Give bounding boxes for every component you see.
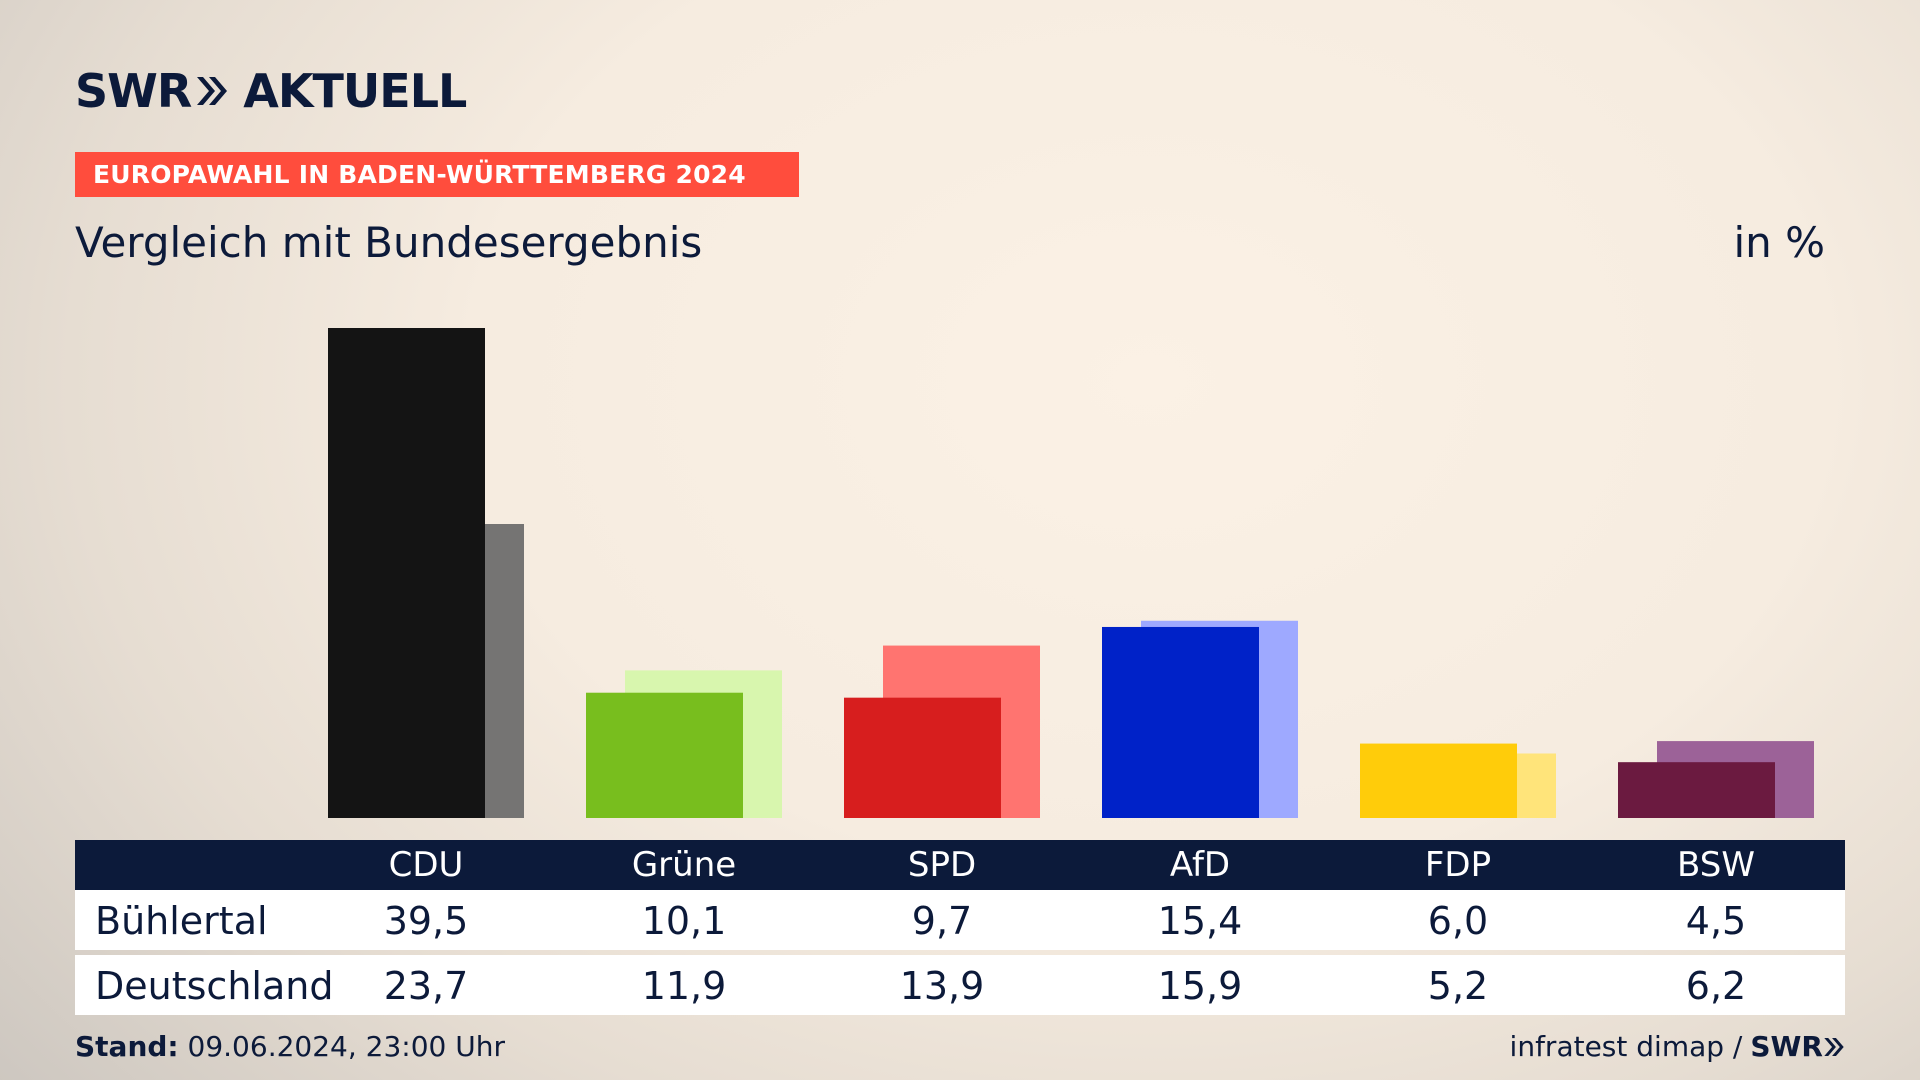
party-header-afd: AfD: [1169, 845, 1231, 885]
footer-swr-text: SWR: [1750, 1030, 1823, 1063]
value-cell: 6,2: [1685, 964, 1747, 1008]
swr-aktuell-logo: SWR AKTUELL: [75, 64, 467, 118]
bar-buehlertal-spd: [844, 697, 1001, 818]
logo-text-swr: SWR: [75, 64, 192, 118]
table-body: Bühlertal 39,5 10,1 9,7 15,4 6,0 4,5 Deutschlan…: [75, 890, 1845, 1015]
bar-buehlertal-afd: [1102, 626, 1259, 818]
footer-swr-logo: SWR: [1750, 1030, 1845, 1063]
value-cell: 4,5: [1685, 899, 1747, 943]
chart-subtitle: Vergleich mit Bundesergebnis: [75, 218, 703, 267]
bar-buehlertal-bsw: [1618, 762, 1775, 818]
source-text: infratest dimap /: [1509, 1030, 1743, 1063]
value-cell: 15,4: [1157, 899, 1243, 943]
value-cell: 9,7: [911, 899, 973, 943]
party-header-bsw: BSW: [1677, 845, 1755, 885]
value-cell: 39,5: [383, 899, 469, 943]
table-row: Bühlertal 39,5 10,1 9,7 15,4 6,0 4,5: [75, 890, 1845, 950]
bar-buehlertal-fdp: [1360, 743, 1517, 818]
row-label: Bühlertal: [95, 899, 268, 943]
double-chevron-icon: [195, 74, 229, 108]
logo-text-aktuell: AKTUELL: [243, 64, 467, 118]
value-cell: 23,7: [383, 964, 469, 1008]
results-table: CDU Grüne SPD AfD FDP BSW Bühlertal 39,5 10,1 9,…: [75, 840, 1845, 1015]
value-cell: 15,9: [1157, 964, 1243, 1008]
timestamp: Stand: 09.06.2024, 23:00 Uhr: [75, 1030, 505, 1063]
stand-value: 09.06.2024, 23:00 Uhr: [187, 1030, 505, 1063]
value-cell: 6,0: [1427, 899, 1489, 943]
value-cell: 13,9: [899, 964, 985, 1008]
value-cell: 5,2: [1427, 964, 1489, 1008]
bar-buehlertal-cdu: [328, 328, 485, 818]
source-credit: infratest dimap / SWR: [1510, 1030, 1845, 1063]
party-header-fdp: FDP: [1424, 845, 1492, 885]
bar-chart: [328, 328, 1814, 818]
stand-label: Stand:: [75, 1030, 179, 1063]
value-cell: 10,1: [641, 899, 727, 943]
bar-buehlertal-grune: [586, 692, 743, 818]
row-label: Deutschland: [95, 964, 334, 1008]
value-cell: 11,9: [641, 964, 727, 1008]
party-header-cdu: CDU: [388, 845, 464, 885]
unit-label: in %: [1733, 218, 1825, 267]
election-banner: EUROPAWAHL IN BADEN-WÜRTTEMBERG 2024: [75, 152, 799, 197]
footer-chevron-icon: [1824, 1037, 1844, 1056]
party-header-grune: Grüne: [631, 845, 737, 885]
table-header: CDU Grüne SPD AfD FDP BSW: [75, 840, 1845, 890]
party-header-spd: SPD: [907, 845, 977, 885]
table-row: Deutschland 23,7 11,9 13,9 15,9 5,2 6,2: [75, 955, 1845, 1015]
